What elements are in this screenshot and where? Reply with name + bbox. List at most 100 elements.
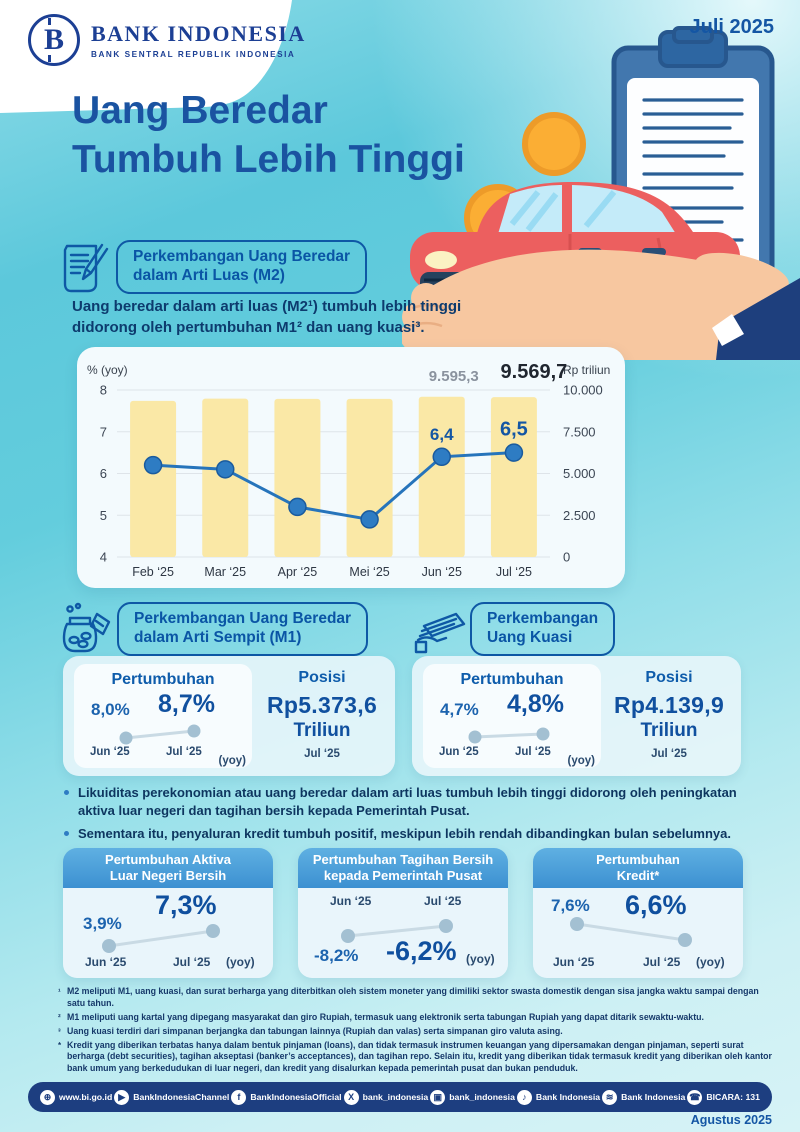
kuasi-curr-value: 4,8% <box>507 690 564 718</box>
m1-stats-panel: Pertumbuhan 8,0% 8,7% Jun ‘25 Jul ‘25 (y… <box>63 656 395 776</box>
svg-text:Jul ‘25: Jul ‘25 <box>496 565 532 579</box>
credit-title-line2: Kredit* <box>616 868 660 883</box>
nfa-title-line1: Pertumbuhan Aktiva <box>105 852 231 867</box>
footer-social-item[interactable]: ▣ bank_indonesia <box>430 1089 515 1105</box>
svg-text:Mar ‘25: Mar ‘25 <box>204 565 246 579</box>
m1-curr-value: 8,7% <box>158 690 215 718</box>
kuasi-header-line2: Uang Kuasi <box>487 629 573 646</box>
m1-position-widget: Posisi Rp5.373,6 Triliun Jul ‘25 <box>259 669 385 760</box>
kuasi-stats-panel: Pertumbuhan 4,7% 4,8% Jun ‘25 Jul ‘25 (y… <box>412 656 741 776</box>
svg-text:7: 7 <box>100 424 107 439</box>
svg-text:Jun ‘25: Jun ‘25 <box>422 565 462 579</box>
document-pen-icon <box>63 243 109 293</box>
page-title: Uang Beredar Tumbuh Lebih Tinggi <box>72 86 465 184</box>
m1-trend-connector <box>119 724 201 745</box>
footer-social-label: BICARA: 131 <box>706 1092 760 1102</box>
credit-trend-connector <box>570 917 692 947</box>
footer-social-item[interactable]: ♪ Bank Indonesia <box>516 1089 600 1105</box>
svg-text:6: 6 <box>100 466 107 481</box>
m1-growth-unit: (yoy) <box>218 755 246 767</box>
footer-social-item[interactable]: f BankIndonesiaOfficial <box>231 1089 342 1105</box>
kuasi-trend-connector <box>468 727 550 744</box>
footnotes: ¹ M2 meliputi M1, uang kuasi, dan surat … <box>58 986 772 1077</box>
credit-curr-label: Jul ‘25 <box>643 955 681 969</box>
footnote: ² M1 meliputi uang kartal yang dipegang … <box>58 1012 772 1024</box>
footer-social-label: Bank Indonesia <box>621 1092 686 1102</box>
m1-position-title: Posisi <box>298 669 346 686</box>
govclaims-box-header: Pertumbuhan Tagihan Bersih kepada Pemeri… <box>298 848 508 888</box>
kuasi-section-header: Perkembangan Uang Kuasi <box>410 600 616 658</box>
nfa-unit: (yoy) <box>226 955 255 969</box>
nfa-curr-label: Jul ‘25 <box>173 955 211 969</box>
svg-text:10.000: 10.000 <box>563 383 603 398</box>
footer-social-label: www.bi.go.id <box>59 1092 113 1102</box>
kuasi-position-label: Jul ‘25 <box>651 748 687 760</box>
footer-social-item[interactable]: X bank_indonesia <box>343 1089 429 1105</box>
key-point-1: Likuiditas perekonomian atau uang bereda… <box>62 784 762 819</box>
credit-prev-label: Jun ‘25 <box>553 955 595 969</box>
svg-text:% (yoy): % (yoy) <box>87 363 128 377</box>
footer-social-item[interactable]: ⊕ www.bi.go.id <box>40 1089 113 1105</box>
credit-unit: (yoy) <box>696 955 725 969</box>
key-point-2: Sementara itu, penyaluran kredit tumbuh … <box>62 825 762 843</box>
footer-social-label: BankIndonesiaOfficial <box>250 1092 342 1102</box>
footer-social-icon: X <box>343 1089 359 1105</box>
intro-line1: Uang beredar dalam arti luas (M2¹) tumbu… <box>72 298 462 315</box>
m1-prev-label: Jun ‘25 <box>90 746 130 758</box>
footer-social-item[interactable]: ☎ BICARA: 131 <box>687 1089 760 1105</box>
m1-position-value: Rp5.373,6 <box>266 692 378 718</box>
govclaims-prev-label: Jun ‘25 <box>330 894 372 908</box>
svg-text:6,4: 6,4 <box>430 425 454 444</box>
footer-social-label: bank_indonesia <box>449 1092 515 1102</box>
m1-header-line2: dalam Arti Sempit (M1) <box>134 629 302 646</box>
publication-date: Agustus 2025 <box>690 1113 772 1127</box>
m1-header-line1: Perkembangan Uang Beredar <box>134 610 352 627</box>
bank-indonesia-logo: B BANK INDONESIA BANK SENTRAL REPUBLIK I… <box>28 14 306 66</box>
kuasi-growth-title: Pertumbuhan <box>460 671 564 688</box>
footnote-text: Uang kuasi terdiri dari simpanan berjang… <box>67 1025 563 1036</box>
svg-text:5: 5 <box>100 508 107 523</box>
m1-prev-value: 8,0% <box>91 700 130 719</box>
footer-social-item[interactable]: ≋ Bank Indonesia <box>602 1089 686 1105</box>
nfa-growth-box: Pertumbuhan Aktiva Luar Negeri Bersih 3,… <box>63 848 273 978</box>
footer-social-item[interactable]: ▶ BankIndonesiaChannel <box>114 1089 230 1105</box>
nfa-curr-value: 7,3% <box>155 890 217 920</box>
kuasi-position-value: Rp4.139,9 <box>613 692 725 718</box>
govclaims-box-body: Jun ‘25 Jul ‘25 -8,2% -6,2% (yoy) <box>298 888 508 978</box>
govclaims-growth-box: Pertumbuhan Tagihan Bersih kepada Pemeri… <box>298 848 508 978</box>
brand-name: BANK INDONESIA <box>91 21 306 46</box>
footer-social-label: bank_indonesia <box>362 1092 429 1102</box>
footnote-marker: * <box>58 1040 62 1050</box>
footer-social-label: BankIndonesiaChannel <box>133 1092 230 1102</box>
footnote-marker: ¹ <box>58 987 61 996</box>
m2-section-header: Perkembangan Uang Beredar dalam Arti Lua… <box>58 238 368 296</box>
footer-social-icon: ♪ <box>516 1089 532 1105</box>
nfa-trend-connector <box>102 924 220 953</box>
m1-growth-widget: Pertumbuhan 8,0% 8,7% Jun ‘25 Jul ‘25 (y… <box>74 664 252 768</box>
footnote-text: M1 meliputi uang kartal yang dipegang ma… <box>67 1011 704 1022</box>
govclaims-unit: (yoy) <box>466 952 495 966</box>
credit-growth-box: Pertumbuhan Kredit* 7,6% 6,6% Jun ‘25 Ju… <box>533 848 743 978</box>
m2-header-box: Perkembangan Uang Beredar dalam Arti Lua… <box>116 240 368 294</box>
footnote-text: Kredit yang diberikan terbatas hanya dal… <box>67 1039 772 1074</box>
credit-box-body: 7,6% 6,6% Jun ‘25 Jul ‘25 (yoy) <box>533 888 743 978</box>
credit-curr-value: 6,6% <box>625 890 687 920</box>
hand-illustration <box>402 249 800 360</box>
kuasi-header-line1: Perkembangan <box>487 610 599 627</box>
govclaims-curr-value: -6,2% <box>386 936 457 966</box>
govclaims-title-line2: kepada Pemerintah Pusat <box>323 868 483 883</box>
kuasi-prev-value: 4,7% <box>440 700 479 719</box>
svg-text:Apr ‘25: Apr ‘25 <box>278 565 318 579</box>
svg-text:Feb ‘25: Feb ‘25 <box>132 565 174 579</box>
m1-header-box: Perkembangan Uang Beredar dalam Arti Sem… <box>117 602 369 656</box>
m1-growth-title: Pertumbuhan <box>111 671 215 688</box>
footnote-marker: ³ <box>58 1026 61 1036</box>
title-line2: Tumbuh Lebih Tinggi <box>72 138 465 181</box>
footer-social-icon: ⊕ <box>40 1089 55 1105</box>
m1-position-label: Jul ‘25 <box>304 748 340 760</box>
footnote-text: M2 meliputi M1, uang kuasi, dan surat be… <box>67 986 759 1008</box>
footer-social-icon: ☎ <box>687 1089 703 1105</box>
hand-banknotes-icon <box>414 612 466 654</box>
m2-header-line2: dalam Arti Luas (M2) <box>133 267 285 284</box>
